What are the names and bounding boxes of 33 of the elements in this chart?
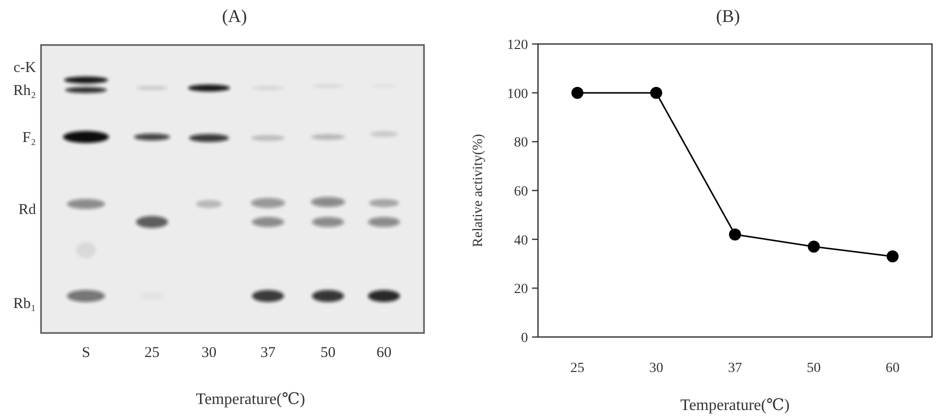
category-label: S [82, 345, 90, 361]
y-axis-title: Relative activity(%) [471, 134, 486, 248]
category-label: 37 [260, 345, 276, 361]
y-tick-label: 40 [514, 233, 528, 248]
text: Temperature(℃) [196, 391, 306, 408]
text: (A) [222, 6, 247, 26]
point [650, 86, 662, 99]
point [808, 240, 820, 253]
y-tick-label: 60 [514, 184, 528, 200]
x-tick-label: 25 [570, 361, 584, 376]
category-label: F₂ [22, 130, 36, 146]
x-axis-title: Temperature(℃) [680, 397, 790, 414]
y-tick-label: 0 [521, 331, 528, 346]
category-label: c-K [14, 60, 36, 76]
category-label: 50 [320, 345, 336, 361]
y-tick-label: 120 [507, 38, 528, 53]
y-tick-label: 80 [514, 136, 528, 151]
category-label: Rd [18, 202, 36, 218]
category-label: 30 [202, 345, 216, 361]
category-label: 25 [144, 345, 160, 361]
y-tick-label: 100 [507, 86, 528, 102]
x-tick-label: 37 [728, 361, 742, 376]
category-label: Rb₁ [13, 296, 36, 312]
point [886, 250, 899, 262]
category-label: 60 [376, 345, 392, 361]
x-tick-label: 50 [806, 361, 821, 376]
category-label: Rh₂ [13, 83, 36, 99]
x-tick-label: 30 [649, 361, 664, 376]
point [571, 86, 584, 99]
point [729, 228, 741, 240]
chart-title: (B) [716, 6, 740, 26]
x-tick-label: 60 [886, 361, 900, 376]
y-tick-label: 20 [514, 282, 528, 298]
